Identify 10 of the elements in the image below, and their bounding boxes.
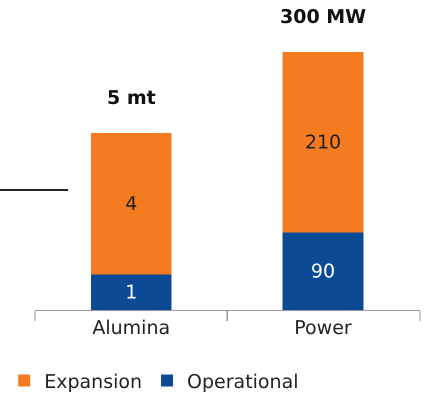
- total-label: 5 mt: [107, 87, 156, 109]
- legend-label: Operational: [187, 370, 299, 393]
- x-tick-label: Power: [294, 316, 352, 339]
- data-label: 90: [310, 260, 336, 282]
- total-label: 300 MW: [280, 6, 366, 28]
- legend-label: Expansion: [44, 370, 142, 393]
- data-label: 4: [125, 192, 138, 215]
- data-label: 1: [125, 281, 138, 304]
- data-label: 210: [304, 131, 342, 154]
- x-tick-label: Alumina: [92, 316, 170, 339]
